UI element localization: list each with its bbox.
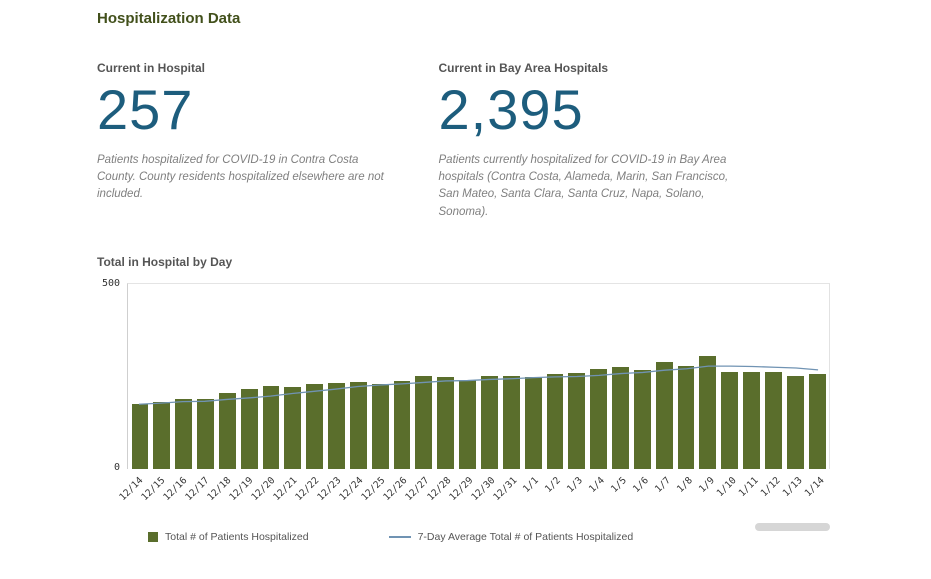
bar[interactable] — [568, 372, 586, 469]
bar[interactable] — [459, 380, 476, 469]
x-axis-label: 1/13 — [780, 474, 805, 499]
x-axis-label: 1/11 — [736, 474, 761, 499]
x-axis-label: 1/3 — [565, 474, 586, 495]
stat-caption: Patients hospitalized for COVID-19 in Co… — [97, 153, 384, 201]
x-axis-labels: 12/14 12/15 12/16 12/17 12/18 12/19 12/20 12/21… — [118, 469, 830, 521]
line-series-swatch-icon — [388, 535, 411, 538]
x-axis-label: 12/19 — [227, 474, 256, 503]
x-axis-label: 12/21 — [271, 474, 300, 503]
stat-value: 2,395 — [438, 78, 584, 141]
bar[interactable] — [677, 365, 695, 469]
x-axis-label: 12/22 — [293, 474, 322, 503]
x-axis-label: 1/8 — [675, 474, 695, 495]
x-axis-label: 12/29 — [447, 474, 476, 503]
x-axis-label: 1/5 — [609, 474, 630, 495]
bar[interactable] — [546, 374, 564, 469]
stat-current-in-hospital: Current in Hospital 257 Patients hospita… — [97, 61, 399, 221]
bar[interactable] — [743, 371, 760, 469]
x-axis-label: 12/14 — [117, 474, 146, 503]
bar[interactable] — [349, 381, 367, 469]
bar-series-swatch-icon — [148, 531, 158, 542]
page-title: Hospitalization Data — [97, 10, 241, 27]
bar[interactable] — [175, 398, 193, 469]
bar[interactable] — [153, 402, 171, 469]
chart-plot[interactable] — [127, 282, 830, 469]
x-axis-label: 1/9 — [697, 474, 717, 495]
x-axis-label: 1/14 — [802, 474, 827, 499]
stat-value: 257 — [97, 78, 194, 141]
bar[interactable] — [590, 368, 608, 469]
y-axis-tick-max: 500 — [101, 277, 120, 289]
legend-label: 7-Day Average Total # of Patients Hospit… — [417, 530, 634, 543]
y-axis-tick-min: 0 — [113, 461, 120, 473]
x-axis-label: 12/26 — [381, 474, 410, 503]
bar[interactable] — [131, 404, 149, 469]
chart-legend: Total # of Patients Hospitalized 7-Day A… — [148, 531, 740, 543]
bar[interactable] — [306, 384, 324, 469]
x-axis-label: 1/2 — [543, 474, 564, 495]
bar[interactable] — [721, 371, 739, 469]
x-axis-label: 12/20 — [249, 474, 278, 503]
x-axis-label: 12/18 — [205, 474, 234, 503]
bar[interactable] — [524, 377, 542, 469]
stat-label: Current in Hospital — [97, 61, 206, 75]
bar[interactable] — [393, 380, 411, 469]
x-axis-label: 12/24 — [337, 474, 366, 503]
y-axis: 500 0 — [97, 278, 127, 473]
legend-label: Total # of Patients Hospitalized — [165, 530, 309, 543]
legend-item-average-line[interactable]: 7-Day Average Total # of Patients Hospit… — [388, 530, 634, 543]
bar[interactable] — [328, 382, 345, 469]
x-axis-label: 1/10 — [714, 474, 739, 499]
bar[interactable] — [612, 367, 629, 469]
bars-container — [128, 284, 829, 469]
bar[interactable] — [284, 386, 302, 469]
hospital-by-day-chart: Total in Hospital by Day 500 0 12/14 12/1… — [97, 254, 830, 543]
x-axis-label: 1/12 — [758, 474, 783, 499]
chart-area: 500 0 12/14 12/15 12/16 12/17 12/18 12/19 12/2… — [97, 278, 830, 531]
x-axis-label: 1/6 — [631, 474, 652, 495]
stat-caption: Patients currently hospitalized for COVI… — [438, 153, 729, 218]
bar[interactable] — [786, 376, 804, 469]
chart-horizontal-scrollbar[interactable] — [755, 522, 830, 531]
page-content: Hospitalization Data Current in Hospital… — [97, 10, 830, 543]
legend-item-bars[interactable]: Total # of Patients Hospitalized — [148, 531, 309, 543]
x-axis-label: 12/16 — [161, 474, 190, 503]
stat-current-bay-area: Current in Bay Area Hospitals 2,395 Pati… — [439, 61, 741, 221]
chart-title: Total in Hospital by Day — [97, 254, 233, 269]
x-axis-label: 12/28 — [425, 474, 454, 503]
x-axis-label: 1/7 — [653, 474, 674, 495]
x-axis-label: 1/4 — [587, 474, 608, 495]
bar[interactable] — [764, 371, 782, 469]
x-axis-label: 12/25 — [359, 474, 388, 503]
x-axis-label: 12/17 — [183, 474, 212, 503]
bar[interactable] — [481, 376, 498, 469]
bar[interactable] — [218, 392, 236, 469]
stats-row: Current in Hospital 257 Patients hospita… — [97, 61, 740, 221]
x-axis-label: 12/27 — [403, 474, 432, 503]
bar[interactable] — [437, 377, 455, 469]
x-axis-label: 12/31 — [491, 474, 520, 503]
bar[interactable] — [415, 375, 433, 469]
stat-label: Current in Bay Area Hospitals — [438, 61, 609, 75]
bar[interactable] — [502, 376, 520, 469]
bar[interactable] — [633, 369, 651, 469]
bar[interactable] — [240, 389, 258, 469]
bar[interactable] — [808, 373, 826, 469]
x-axis-label: 1/1 — [521, 474, 542, 495]
bar[interactable] — [197, 399, 214, 469]
x-axis-label: 12/15 — [139, 474, 168, 503]
bar[interactable] — [655, 361, 673, 469]
bar[interactable] — [699, 355, 717, 469]
bar[interactable] — [371, 383, 389, 469]
x-axis-label: 12/23 — [315, 474, 344, 503]
x-axis-label: 12/30 — [469, 474, 498, 503]
bar[interactable] — [262, 385, 280, 469]
